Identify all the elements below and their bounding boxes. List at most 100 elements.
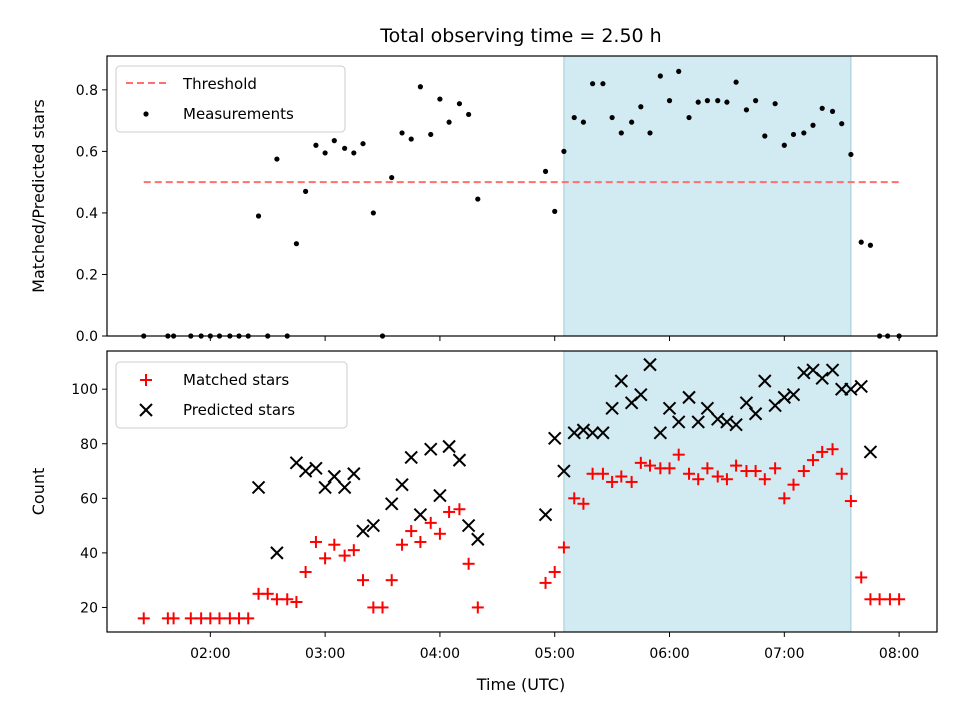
measurement-point — [858, 239, 864, 245]
matched-star-marker — [615, 470, 628, 483]
predicted-star-marker — [327, 469, 342, 484]
predicted-star-marker — [758, 374, 772, 388]
predicted-star-marker — [596, 426, 610, 440]
top-legend-box — [115, 65, 346, 133]
predicted-star-marker — [471, 532, 485, 546]
bottom-panel: 20 40 60 80 100 02:00 03:00 04:00 05:00 06:00 07:… — [29, 350, 938, 694]
matched-star-marker — [309, 535, 322, 548]
matched-star-marker — [835, 467, 848, 480]
predicted-star-marker — [653, 426, 668, 440]
predicted-star-marker — [585, 426, 600, 440]
predicted-stars-series — [251, 357, 878, 560]
measurement-point — [590, 81, 596, 87]
x-tick-label: 06:00 — [649, 646, 689, 662]
measurement-point — [848, 151, 854, 158]
predicted-star-marker — [700, 401, 715, 415]
predicted-star-marker — [643, 357, 657, 372]
top-x-ticks — [209, 336, 900, 341]
predicted-star-marker — [567, 426, 581, 440]
matched-star-marker — [663, 462, 676, 475]
measurement-point — [561, 148, 567, 154]
measurement-point — [715, 98, 721, 104]
predicted-star-marker — [844, 382, 858, 396]
y-tick-label: 60 — [80, 491, 98, 507]
bottom-y-ticks: 20 40 60 80 100 — [71, 382, 107, 616]
observing-window-shade-top — [563, 56, 852, 336]
bottom-plot-frame — [106, 350, 938, 633]
matched-star-marker — [213, 612, 226, 625]
predicted-star-marker — [797, 366, 811, 380]
measurement-point — [867, 242, 874, 248]
matched-star-marker — [893, 593, 906, 606]
predicted-star-marker — [662, 401, 677, 415]
measurement-point — [370, 210, 376, 216]
x-axis-label: Time (UTC) — [476, 675, 565, 694]
x-tick-label: 02:00 — [190, 646, 230, 662]
measurement-point — [772, 101, 778, 107]
predicted-star-marker — [777, 390, 792, 405]
top-y-ticks: 0.0 0.2 0.4 0.6 0.8 — [76, 83, 107, 345]
matched-star-marker — [270, 593, 283, 606]
matched-star-marker — [778, 492, 791, 505]
measurement-point — [293, 241, 300, 247]
measurement-point — [733, 79, 739, 85]
measurement-point — [704, 98, 711, 104]
matched-star-marker — [281, 593, 294, 606]
matched-star-marker — [844, 495, 857, 508]
measurement-point — [303, 188, 309, 194]
measurement-point — [274, 156, 280, 162]
measurement-point — [801, 130, 807, 136]
matched-star-marker — [433, 527, 446, 540]
matched-star-marker — [596, 467, 609, 480]
measurement-point — [753, 98, 759, 104]
predicted-star-marker — [691, 415, 705, 429]
predicted-star-marker — [711, 412, 725, 426]
measurement-point — [839, 121, 845, 127]
measurement-point — [466, 111, 472, 118]
chart-title: Total observing time = 2.50 h — [379, 25, 661, 47]
measurement-point — [408, 136, 414, 142]
matched-star-marker — [634, 456, 647, 469]
matched-star-marker — [548, 565, 561, 578]
predicted-star-marker — [720, 415, 734, 429]
legend-predicted-label: Predicted stars — [183, 401, 295, 419]
predicted-star-marker — [825, 363, 840, 377]
y-tick-label: 0.8 — [76, 83, 98, 99]
matched-star-marker — [557, 541, 570, 554]
measurement-point — [475, 196, 481, 202]
matched-star-marker — [357, 574, 370, 587]
measurement-point — [647, 130, 653, 136]
matched-star-marker — [826, 443, 839, 456]
matched-star-marker — [807, 454, 820, 467]
matched-star-marker — [606, 475, 619, 488]
predicted-star-marker — [786, 387, 801, 402]
y-tick-label: 100 — [71, 382, 98, 398]
measurement-point — [389, 174, 395, 181]
matched-star-marker — [749, 465, 762, 478]
bottom-y-axis-label: Count — [29, 468, 48, 516]
legend-matched-swatch — [140, 374, 152, 386]
bottom-legend: Matched stars Predicted stars — [115, 361, 348, 429]
measurement-point — [542, 168, 549, 174]
predicted-star-marker — [347, 467, 361, 481]
matched-star-marker — [672, 448, 685, 461]
matched-star-marker — [328, 538, 341, 551]
legend-measurements-label: Measurements — [183, 105, 294, 123]
measurement-point — [686, 114, 692, 121]
y-tick-label: 0.0 — [76, 329, 98, 345]
matched-star-marker — [787, 478, 800, 491]
measurement-point — [437, 96, 443, 102]
measurement-point — [695, 99, 701, 105]
predicted-star-marker — [729, 417, 743, 432]
matched-star-marker — [137, 612, 150, 625]
matched-star-marker — [701, 462, 714, 475]
matched-star-marker — [396, 538, 409, 551]
observing-window-shade-bottom — [563, 351, 852, 632]
predicted-star-marker — [424, 442, 438, 456]
bottom-legend-box — [115, 361, 348, 429]
matched-star-marker — [405, 525, 418, 538]
legend-predicted-swatch — [139, 403, 153, 417]
x-tick-label: 05:00 — [535, 646, 575, 662]
legend-matched-label: Matched stars — [183, 371, 289, 389]
